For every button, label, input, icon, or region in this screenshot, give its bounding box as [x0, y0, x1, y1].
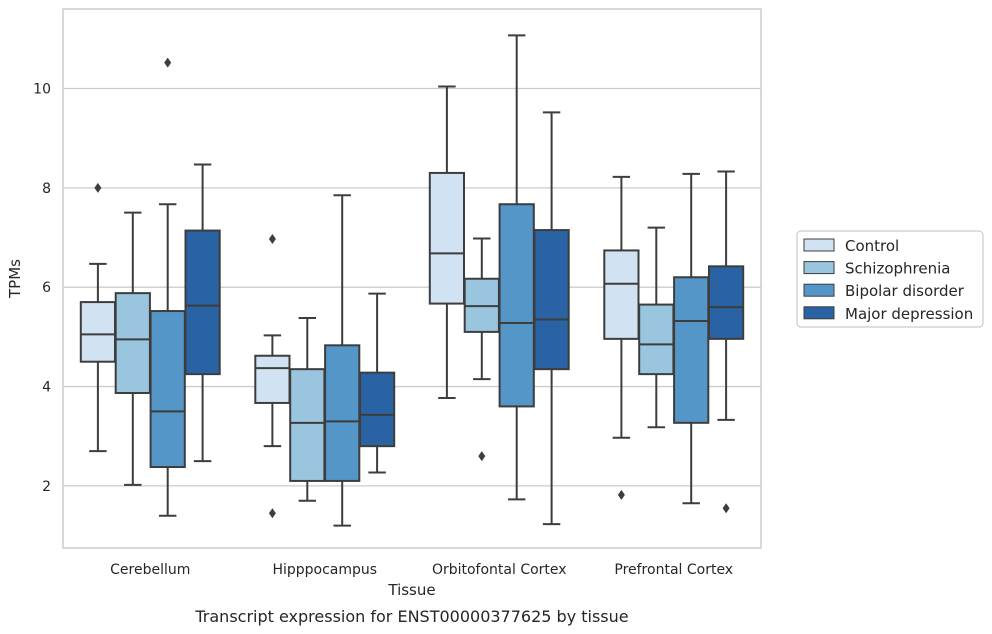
- box-iqr: [79, 301, 117, 363]
- box-0-3: [603, 175, 640, 500]
- legend-swatch: [803, 306, 835, 320]
- legend-label: Major depression: [845, 305, 973, 323]
- box-iqr: [184, 229, 221, 376]
- legend-label: Control: [845, 237, 899, 255]
- y-tick-label: 8: [42, 181, 51, 197]
- outlier-point: [268, 508, 276, 519]
- box-iqr: [638, 303, 675, 376]
- y-axis-ticks: 2 4 6 8 10: [33, 81, 51, 494]
- box-iqr: [149, 310, 186, 469]
- legend-swatch: [803, 238, 835, 252]
- box-3-1: [358, 292, 396, 474]
- box-iqr: [324, 344, 361, 482]
- outlier-point: [617, 489, 625, 500]
- outlier-point: [268, 234, 276, 245]
- legend: Control Schizophrenia Bipolar disorder Majo…: [796, 230, 984, 328]
- box-1-0: [114, 211, 151, 486]
- box-0-0: [79, 182, 117, 453]
- legend-frame: [796, 230, 984, 328]
- box-iqr: [289, 368, 326, 482]
- outlier-point: [478, 451, 486, 462]
- x-tick-label: Orbitofontal Cortex: [432, 562, 567, 578]
- plot-frame: [62, 8, 762, 549]
- box-plots: [79, 34, 745, 527]
- box-iqr: [707, 265, 745, 340]
- box-3-0: [184, 163, 221, 463]
- box-iqr: [498, 203, 535, 408]
- box-3-3: [707, 170, 745, 514]
- legend-swatch: [803, 283, 835, 297]
- y-tick-label: 4: [42, 380, 51, 396]
- box-1-1: [289, 316, 326, 502]
- x-tick-label: Cerebellum: [110, 562, 190, 578]
- x-axis-ticks: Cerebellum Hipppocampus Orbitofontal Corte…: [110, 562, 733, 578]
- y-axis-title: TPMs: [6, 259, 24, 299]
- y-tick-label: 10: [33, 81, 51, 97]
- box-1-2: [463, 237, 500, 462]
- legend-label: Schizophrenia: [845, 260, 950, 278]
- box-2-0: [149, 57, 186, 517]
- box-iqr: [673, 276, 710, 424]
- box-2-1: [324, 194, 361, 527]
- box-0-1: [254, 234, 291, 519]
- box-2-3: [673, 172, 710, 505]
- box-iqr: [533, 229, 570, 371]
- box-iqr: [254, 354, 291, 404]
- box-0-2: [428, 85, 466, 399]
- box-iqr: [603, 249, 640, 340]
- box-1-3: [638, 226, 675, 429]
- box-iqr: [358, 371, 396, 448]
- y-tick-label: 2: [42, 479, 51, 495]
- x-tick-label: Prefrontal Cortex: [614, 562, 733, 578]
- legend-swatch: [803, 261, 835, 275]
- box-iqr: [114, 292, 151, 395]
- box-3-2: [533, 111, 570, 526]
- outlier-point: [722, 503, 730, 514]
- outlier-point: [94, 182, 102, 193]
- box-2-2: [498, 34, 535, 501]
- box-iqr: [428, 171, 466, 305]
- x-tick-label: Hipppocampus: [272, 562, 377, 578]
- outlier-point: [164, 57, 172, 68]
- chart-caption: Transcript expression for ENST0000037762…: [194, 607, 628, 626]
- legend-label: Bipolar disorder: [845, 282, 965, 300]
- x-axis-title: Tissue: [387, 581, 435, 599]
- y-tick-label: 6: [42, 280, 51, 296]
